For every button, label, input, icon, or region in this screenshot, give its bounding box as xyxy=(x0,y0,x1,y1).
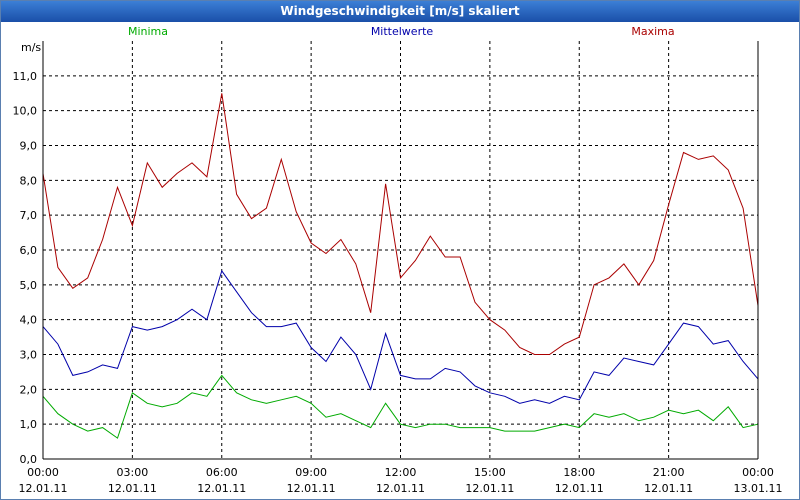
y-tick-label: 8,0 xyxy=(20,174,38,187)
x-tick-date: 12.01.11 xyxy=(465,482,514,495)
y-tick-label: 10,0 xyxy=(13,105,38,118)
x-tick-time: 21:00 xyxy=(653,466,685,479)
y-axis-unit: m/s xyxy=(21,41,41,54)
legend: Minima Mittelwerte Maxima xyxy=(128,25,675,38)
x-tick-date: 12.01.11 xyxy=(19,482,68,495)
series-line-mittelwerte xyxy=(42,269,759,404)
x-tick-date: 12.01.11 xyxy=(197,482,246,495)
y-tick-label: 9,0 xyxy=(20,140,38,153)
series-lines xyxy=(42,93,759,439)
y-tick-label: 3,0 xyxy=(20,349,38,362)
y-tick-label: 7,0 xyxy=(20,209,38,222)
axes xyxy=(42,41,759,460)
x-tick-date: 12.01.11 xyxy=(376,482,425,495)
y-tick-label: 4,0 xyxy=(20,314,38,327)
x-tick-time: 00:00 xyxy=(742,466,774,479)
grid xyxy=(43,41,758,459)
tick-labels: 0,0 1,0 2,0 3,0 4,0 5,0 6,0 7,0 8,0 9,0 10,0 11,0 m/… xyxy=(13,41,783,495)
x-tick-time: 09:00 xyxy=(295,466,327,479)
x-tick-date: 12.01.11 xyxy=(644,482,693,495)
legend-minima: Minima xyxy=(128,25,168,38)
series-line-maxima xyxy=(42,93,759,355)
x-tick-date: 12.01.11 xyxy=(287,482,336,495)
window-title: Windgeschwindigkeit [m/s] skaliert xyxy=(1,1,799,22)
y-tick-label: 6,0 xyxy=(20,244,38,257)
legend-maxima: Maxima xyxy=(631,25,674,38)
x-tick-time: 00:00 xyxy=(27,466,59,479)
x-tick-time: 06:00 xyxy=(206,466,238,479)
series-line-minima xyxy=(42,374,759,439)
legend-mittelwerte: Mittelwerte xyxy=(371,25,434,38)
y-tick-label: 1,0 xyxy=(20,418,38,431)
x-tick-date: 13.01.11 xyxy=(734,482,783,495)
x-tick-time: 12:00 xyxy=(385,466,417,479)
x-tick-time: 03:00 xyxy=(117,466,149,479)
y-tick-label: 0,0 xyxy=(20,453,38,466)
x-tick-date: 12.01.11 xyxy=(555,482,604,495)
y-tick-label: 2,0 xyxy=(20,383,38,396)
y-tick-label: 5,0 xyxy=(20,279,38,292)
x-tick-time: 18:00 xyxy=(563,466,595,479)
y-tick-label: 11,0 xyxy=(13,70,38,83)
x-tick-date: 12.01.11 xyxy=(108,482,157,495)
x-tick-time: 15:00 xyxy=(474,466,506,479)
